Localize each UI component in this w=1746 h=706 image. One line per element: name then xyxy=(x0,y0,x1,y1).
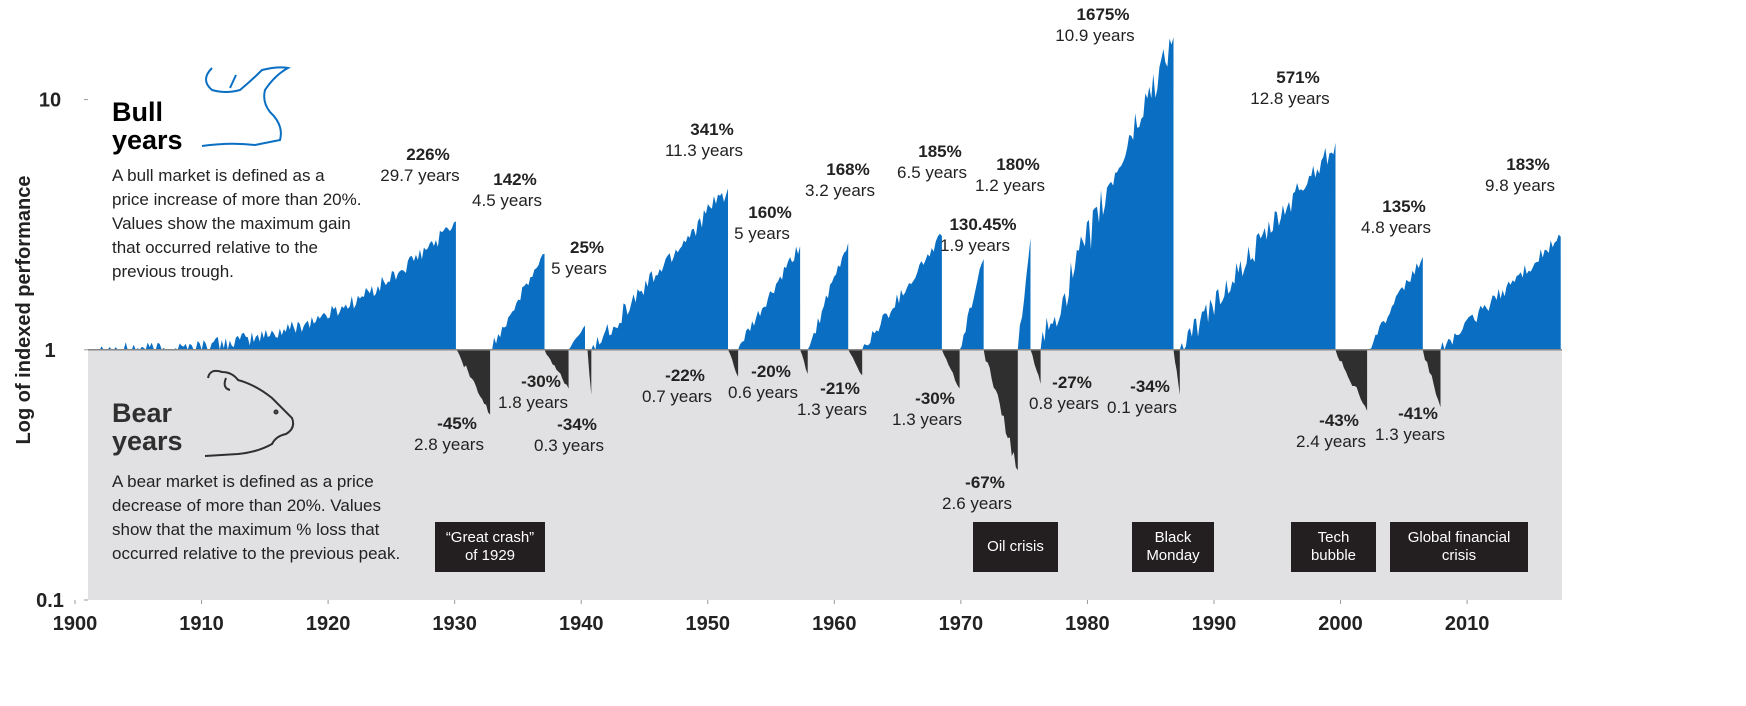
bear-value-label: -30% xyxy=(521,372,561,391)
bull-value-label: 142% xyxy=(493,170,536,189)
bull-value-label: 341% xyxy=(690,120,733,139)
bull-duration-label: 6.5 years xyxy=(897,163,967,182)
bull-area xyxy=(1367,257,1423,350)
bear-title: Bear years xyxy=(112,399,192,455)
bull-duration-label: 5 years xyxy=(734,224,790,243)
bull-value-label: 226% xyxy=(406,145,449,164)
bull-duration-label: 12.8 years xyxy=(1250,89,1329,108)
x-tick-label: 1900 xyxy=(53,613,98,635)
bull-duration-label: 29.7 years xyxy=(380,166,459,185)
event-label: Oil crisis xyxy=(973,522,1058,572)
bear-value-label: -20% xyxy=(751,362,791,381)
bull-area xyxy=(738,246,800,350)
bear-duration-label: 1.3 years xyxy=(892,410,962,429)
bull-area xyxy=(1441,235,1561,350)
bull-duration-label: 4.5 years xyxy=(472,191,542,210)
y-axis-label: Log of indexed performance xyxy=(13,176,35,445)
chart: Log of indexed performance 0.1 1 10 1900 191… xyxy=(0,0,1746,706)
bear-duration-label: 1.3 years xyxy=(1375,425,1445,444)
bear-value-label: -27% xyxy=(1052,373,1092,392)
bull-duration-label: 1.2 years xyxy=(975,176,1045,195)
bear-duration-label: 2.4 years xyxy=(1296,432,1366,451)
bull-title: Bull years xyxy=(112,98,192,154)
bear-value-label: -21% xyxy=(820,379,860,398)
bear-value-label: -45% xyxy=(437,414,477,433)
x-tick-label: 1950 xyxy=(686,613,731,635)
bull-value-label: 160% xyxy=(748,203,791,222)
bull-value-label: 571% xyxy=(1276,68,1319,87)
x-tick-label: 1960 xyxy=(812,613,857,635)
bear-value-label: -30% xyxy=(915,389,955,408)
bear-value-label: -34% xyxy=(1130,377,1170,396)
bull-description: A bull market is defined as a price incr… xyxy=(112,164,364,284)
bull-value-label: 185% xyxy=(918,142,961,161)
bear-duration-label: 0.7 years xyxy=(642,387,712,406)
bull-value-label: 1675% xyxy=(1077,5,1130,24)
bear-value-label: -34% xyxy=(557,415,597,434)
event-label: Black Monday xyxy=(1132,522,1214,572)
bull-duration-label: 10.9 years xyxy=(1055,26,1134,45)
bull-duration-label: 5 years xyxy=(551,259,607,278)
bull-area xyxy=(862,234,942,350)
bull-icon xyxy=(202,67,288,146)
x-tick-label: 2000 xyxy=(1318,613,1363,635)
bull-value-label: 180% xyxy=(996,155,1039,174)
bull-area xyxy=(569,326,585,350)
bull-duration-label: 11.3 years xyxy=(665,141,743,160)
bear-duration-label: 0.6 years xyxy=(728,383,798,402)
bull-area xyxy=(1041,37,1174,350)
bear-duration-label: 2.8 years xyxy=(414,435,484,454)
x-tick-label: 1980 xyxy=(1065,613,1110,635)
bull-duration-label: 3.2 years xyxy=(805,181,875,200)
event-label: Tech bubble xyxy=(1291,522,1376,572)
bear-value-label: -43% xyxy=(1319,411,1359,430)
bear-description: A bear market is defined as a price decr… xyxy=(112,470,408,566)
bear-duration-label: 0.3 years xyxy=(534,436,604,455)
x-tick-label: 1990 xyxy=(1192,613,1237,635)
x-tick-label: 1970 xyxy=(939,613,984,635)
bull-duration-label: 4.8 years xyxy=(1361,218,1431,237)
bull-value-label: 130.45% xyxy=(949,215,1016,234)
bull-duration-label: 9.8 years xyxy=(1485,176,1555,195)
bull-area xyxy=(591,189,728,350)
x-tick-label: 1940 xyxy=(559,613,604,635)
x-tick-label: 1930 xyxy=(432,613,477,635)
x-tick-label: 2010 xyxy=(1445,613,1490,635)
bull-value-label: 25% xyxy=(570,238,604,257)
x-tick-label: 1910 xyxy=(179,613,224,635)
bear-duration-label: 0.1 years xyxy=(1107,398,1177,417)
y-tick-label: 0.1 xyxy=(36,590,64,612)
bull-area xyxy=(808,243,849,350)
bull-area xyxy=(490,254,544,350)
bull-area xyxy=(960,259,984,350)
bull-value-label: 135% xyxy=(1382,197,1425,216)
y-tick-label: 1 xyxy=(44,340,55,362)
event-label: “Great crash” of 1929 xyxy=(435,522,545,572)
bear-value-label: -41% xyxy=(1398,404,1438,423)
bear-duration-label: 2.6 years xyxy=(942,494,1012,513)
bear-duration-label: 0.8 years xyxy=(1029,394,1099,413)
plot: Log of indexed performance 0.1 1 10 1900 191… xyxy=(0,0,1746,706)
bull-value-label: 168% xyxy=(826,160,869,179)
event-label: Global financial crisis xyxy=(1390,522,1528,572)
bear-duration-label: 1.3 years xyxy=(797,400,867,419)
bull-value-label: 183% xyxy=(1506,155,1549,174)
y-tick-label: 10 xyxy=(39,90,61,112)
bear-value-label: -67% xyxy=(965,473,1005,492)
bull-duration-label: 1.9 years xyxy=(940,236,1010,255)
bull-area xyxy=(1018,238,1031,350)
bear-duration-label: 1.8 years xyxy=(498,393,568,412)
bear-value-label: -22% xyxy=(665,366,705,385)
bull-area xyxy=(1180,143,1336,350)
x-tick-label: 1920 xyxy=(306,613,351,635)
